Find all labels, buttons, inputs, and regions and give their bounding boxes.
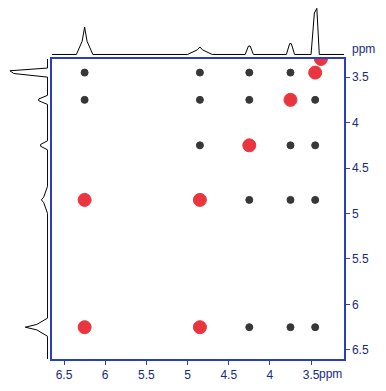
svg-text:5: 5 (352, 207, 359, 221)
svg-text:6.5: 6.5 (352, 343, 369, 357)
svg-text:3.5: 3.5 (352, 70, 369, 84)
svg-text:6: 6 (352, 298, 359, 312)
svg-text:4: 4 (352, 116, 359, 130)
svg-text:ppm: ppm (319, 367, 342, 381)
svg-text:5: 5 (184, 368, 191, 382)
svg-text:5.5: 5.5 (138, 368, 155, 382)
svg-text:3.5: 3.5 (303, 368, 320, 382)
svg-text:4.5: 4.5 (220, 368, 237, 382)
svg-text:6: 6 (102, 368, 109, 382)
svg-text:6.5: 6.5 (56, 368, 73, 382)
svg-text:ppm: ppm (352, 42, 375, 56)
svg-text:4.5: 4.5 (352, 161, 369, 175)
svg-text:4: 4 (267, 368, 274, 382)
svg-text:5.5: 5.5 (352, 252, 369, 266)
